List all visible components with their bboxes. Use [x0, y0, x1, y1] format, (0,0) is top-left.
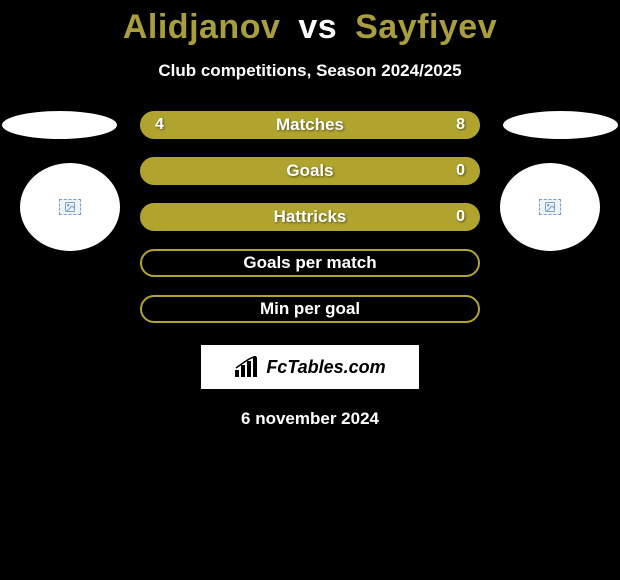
stat-label: Hattricks	[274, 207, 347, 227]
player2-badge	[500, 163, 600, 251]
stat-value-right: 0	[456, 162, 465, 180]
stat-value-right: 8	[456, 116, 465, 134]
bar-chart-icon	[234, 356, 260, 378]
stat-row-goals: Goals 0	[140, 157, 480, 185]
image-placeholder-icon	[544, 201, 556, 213]
stat-label: Goals	[286, 161, 333, 181]
vs-separator: vs	[298, 8, 337, 46]
stat-value-left: 4	[155, 116, 164, 134]
image-placeholder-icon	[64, 201, 76, 213]
player1-flag-placeholder	[59, 199, 81, 215]
stat-label: Min per goal	[260, 299, 360, 319]
stat-label: Goals per match	[243, 253, 376, 273]
player2-ellipse-decor	[503, 111, 618, 139]
player1-name: Alidjanov	[123, 8, 281, 46]
stat-row-goals-per-match: Goals per match	[140, 249, 480, 277]
player2-name: Sayfiyev	[355, 8, 497, 46]
stat-label: Matches	[276, 115, 344, 135]
stat-value-right: 0	[456, 208, 465, 226]
stat-row-hattricks: Hattricks 0	[140, 203, 480, 231]
stat-bars: 4 Matches 8 Goals 0 Hattricks 0 Goals pe…	[140, 111, 480, 323]
season-subtitle: Club competitions, Season 2024/2025	[0, 61, 620, 81]
player2-flag-placeholder	[539, 199, 561, 215]
stat-row-min-per-goal: Min per goal	[140, 295, 480, 323]
branding-box[interactable]: FcTables.com	[201, 345, 419, 389]
player1-badge	[20, 163, 120, 251]
comparison-title: Alidjanov vs Sayfiyev	[0, 0, 620, 47]
player1-ellipse-decor	[2, 111, 117, 139]
branding-text: FcTables.com	[266, 357, 385, 378]
footer-date: 6 november 2024	[0, 409, 620, 429]
comparison-stage: 4 Matches 8 Goals 0 Hattricks 0 Goals pe…	[0, 111, 620, 429]
stat-row-matches: 4 Matches 8	[140, 111, 480, 139]
